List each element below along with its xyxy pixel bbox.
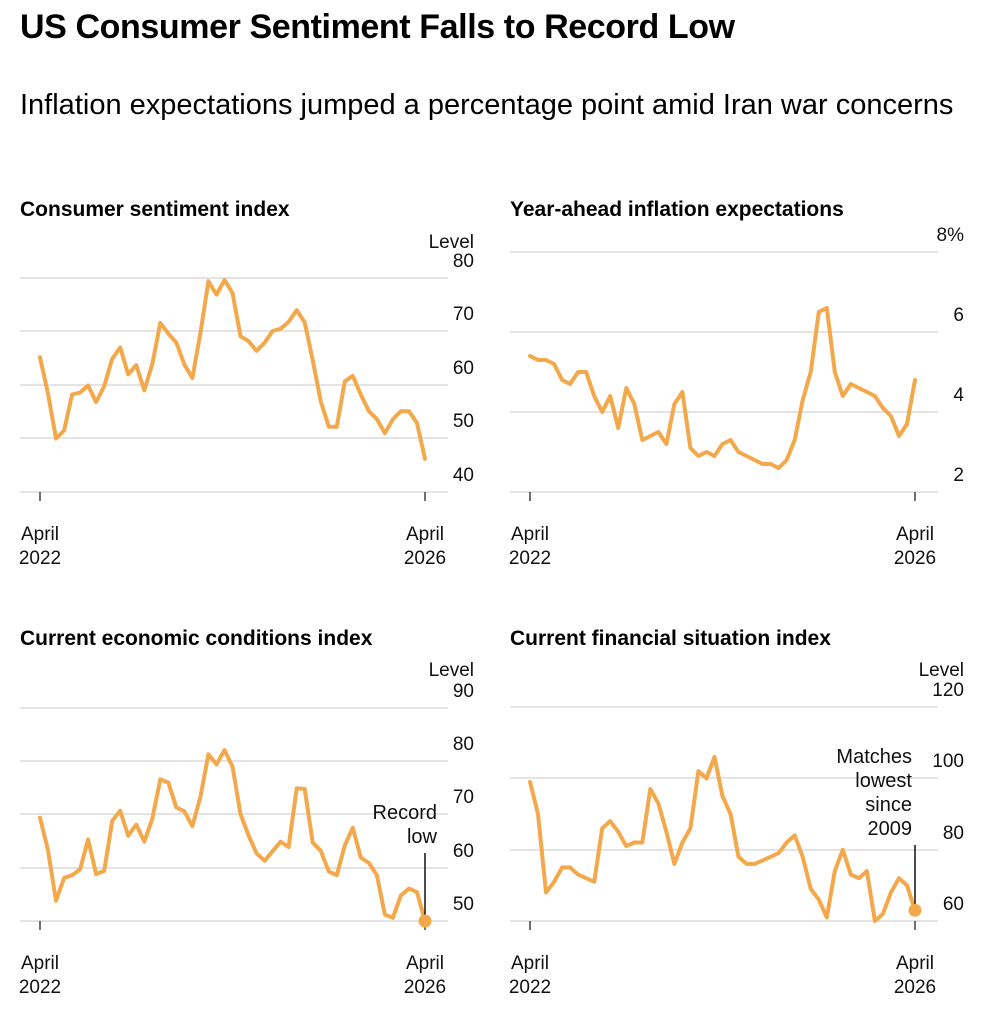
- chart-3-ytick-label: 70: [453, 787, 474, 808]
- chart-3-unit-label: Level: [429, 660, 474, 681]
- chart-3-xlabel-end-month: April: [406, 953, 444, 974]
- chart-2-xlabel-start-month: April: [511, 524, 549, 545]
- chart-3-xlabel-start-year: 2022: [19, 977, 61, 998]
- chart-1-xlabel-start-year: 2022: [19, 548, 61, 569]
- chart-3-title: Current economic conditions index: [20, 627, 373, 650]
- chart-2-xlabel-end-month: April: [896, 524, 934, 545]
- chart-3-xlabel-end-year: 2026: [404, 977, 446, 998]
- chart-4-xlabel-start-month: April: [511, 953, 549, 974]
- chart-3-ytick-label: 90: [453, 681, 474, 702]
- chart-3-annotation-line: Record: [373, 802, 437, 824]
- chart-1-xlabel-end-year: 2026: [404, 548, 446, 569]
- chart-4-xlabel-end-month: April: [896, 953, 934, 974]
- chart-4-series-line: [528, 754, 917, 923]
- chart-4-annotation-line: Matches: [836, 746, 912, 768]
- chart-1-ytick-label: 40: [453, 465, 474, 486]
- chart-4-ytick-label: 80: [943, 823, 964, 844]
- chart-3-series-line: [38, 748, 427, 923]
- chart-2-ytick-label: 4: [953, 385, 964, 406]
- chart-1-ytick-label: 50: [453, 411, 474, 432]
- chart-2-ytick-label: 2: [953, 465, 964, 486]
- page-subtitle: Inflation expectations jumped a percenta…: [20, 89, 954, 121]
- chart-4-xlabel-end-year: 2026: [894, 977, 936, 998]
- chart-4-ytick-label: 120: [932, 680, 964, 701]
- chart-2-series-line: [528, 306, 917, 470]
- chart-3-annotation-line: low: [407, 826, 438, 848]
- chart-1-ytick-label: 60: [453, 358, 474, 379]
- chart-3-ytick-label: 50: [453, 894, 474, 915]
- chart-4-annotation-line: lowest: [855, 770, 912, 792]
- chart-4-latest-point-marker: [908, 903, 922, 917]
- chart-2-title: Year-ahead inflation expectations: [510, 198, 844, 221]
- chart-2-ytick-label: 6: [953, 305, 964, 326]
- chart-4-ytick-label: 60: [943, 894, 964, 915]
- chart-3-ytick-label: 60: [453, 841, 474, 862]
- chart-1-unit-label: Level: [429, 232, 474, 253]
- chart-3-xlabel-start-month: April: [21, 953, 59, 974]
- chart-4-unit-label: Level: [919, 660, 964, 681]
- chart-4-title: Current financial situation index: [510, 627, 831, 650]
- chart-1-series-line: [38, 278, 427, 461]
- chart-3-ytick-label: 80: [453, 734, 474, 755]
- chart-1-xlabel-end-month: April: [406, 524, 444, 545]
- chart-1-xlabel-start-month: April: [21, 524, 59, 545]
- chart-4-xlabel-start-year: 2022: [509, 977, 551, 998]
- chart-2-ytick-label: 8%: [937, 225, 965, 246]
- chart-2-xlabel-start-year: 2022: [509, 548, 551, 569]
- chart-1-title: Consumer sentiment index: [20, 198, 290, 221]
- chart-1-ytick-label: 70: [453, 304, 474, 325]
- chart-4-ytick-label: 100: [932, 751, 964, 772]
- page-title: US Consumer Sentiment Falls to Record Lo…: [20, 8, 735, 46]
- chart-2-xlabel-end-year: 2026: [894, 548, 936, 569]
- chart-3-latest-point-marker: [418, 914, 432, 928]
- chart-1-ytick-label: 80: [453, 251, 474, 272]
- chart-4-annotation-line: 2009: [868, 818, 913, 840]
- chart-4-annotation-line: since: [865, 794, 912, 816]
